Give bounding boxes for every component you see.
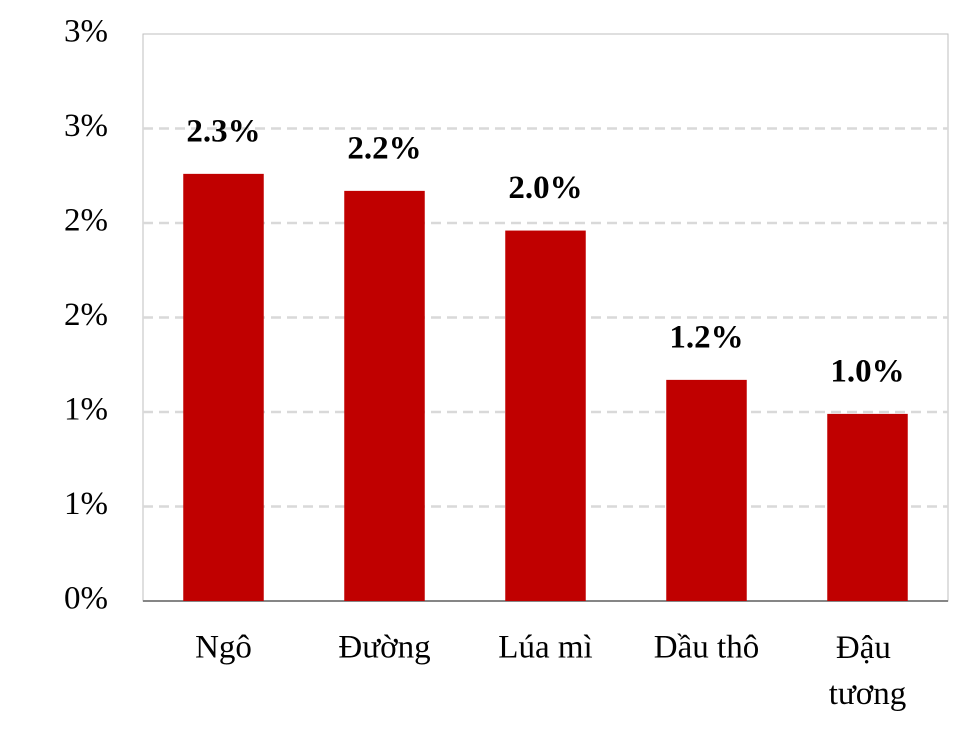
value-label: 1.0% — [830, 353, 904, 389]
bar — [183, 173, 264, 602]
x-tick-label: Lúa mì — [498, 630, 592, 666]
x-tick-label: Đường — [338, 630, 430, 666]
value-label: 1.2% — [669, 319, 743, 355]
value-label: 2.3% — [186, 113, 260, 149]
value-label: 2.0% — [508, 170, 582, 206]
x-tick-label: Đậu tương — [829, 630, 907, 712]
x-tick-label: Dầu thô — [654, 630, 759, 666]
y-tick-label: 1% — [64, 392, 108, 428]
y-tick-label: 2% — [64, 297, 108, 333]
y-tick-label: 0% — [64, 581, 108, 617]
bar — [827, 413, 908, 601]
bar — [505, 230, 586, 601]
y-tick-label: 1% — [64, 486, 108, 522]
value-label: 2.2% — [347, 130, 421, 166]
x-tick-label: Ngô — [195, 630, 252, 666]
bar — [666, 379, 747, 601]
y-tick-label: 3% — [64, 14, 108, 50]
y-tick-label: 3% — [64, 108, 108, 144]
bar — [344, 190, 425, 601]
y-tick-label: 2% — [64, 203, 108, 239]
